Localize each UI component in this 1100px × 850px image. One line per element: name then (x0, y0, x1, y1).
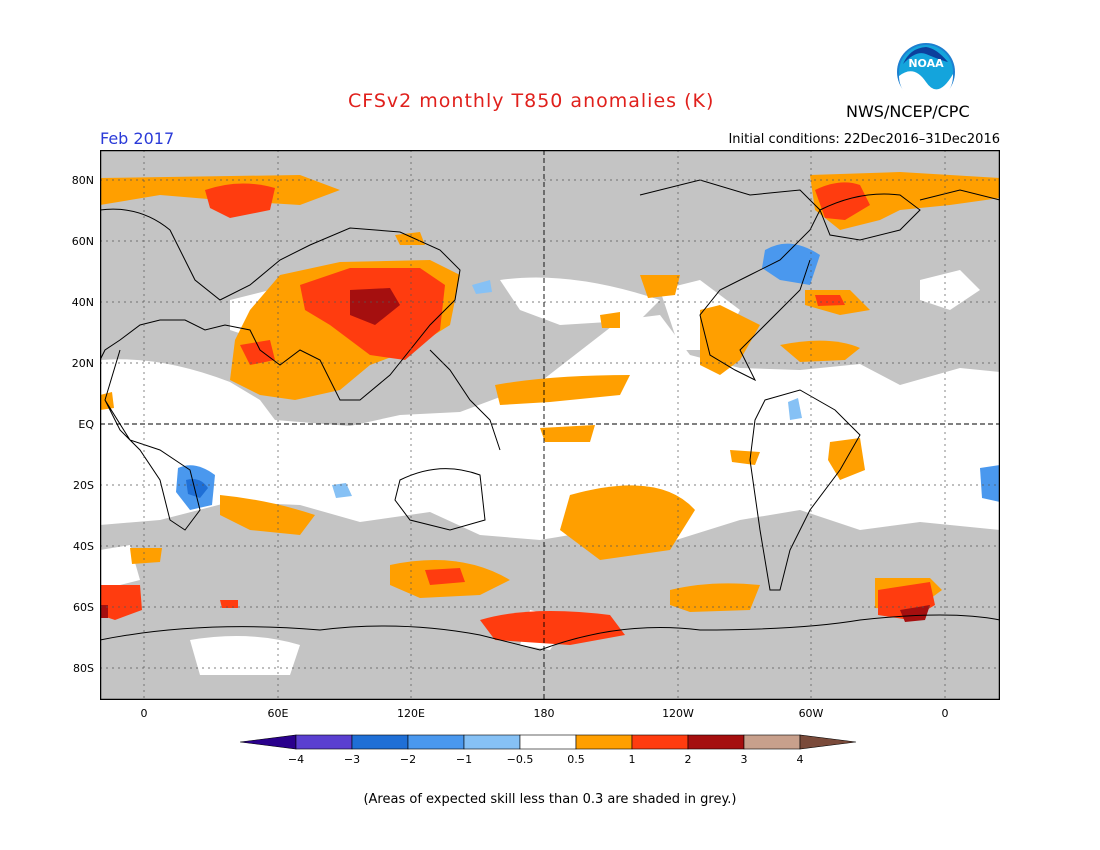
legend-swatch (295, 734, 353, 750)
skill-footnote: (Areas of expected skill less than 0.3 a… (363, 792, 737, 807)
legend-swatch (799, 734, 857, 750)
lon-label: 0 (140, 707, 148, 720)
legend-tick-label: 2 (685, 753, 692, 766)
svg-text:NOAA: NOAA (908, 57, 944, 70)
agency-label: NWS/NCEP/CPC (846, 102, 970, 121)
legend-swatch (631, 734, 689, 750)
legend-swatch (743, 734, 801, 750)
legend-swatch (407, 734, 465, 750)
lat-label: 40N (71, 296, 94, 309)
lat-label: 60N (71, 235, 94, 248)
legend-swatch (687, 734, 745, 750)
legend-tick-label: 4 (797, 753, 804, 766)
legend-tick-label: −4 (288, 753, 304, 766)
legend-swatch (351, 734, 409, 750)
legend-tick-label: −3 (344, 753, 360, 766)
legend-swatch (240, 734, 297, 750)
color-legend: −4 −3 −2 −1 −0.5 0.5 1 2 3 4 (240, 734, 857, 766)
lat-label: 20S (73, 479, 94, 492)
positive-anomalies-strong (100, 288, 930, 622)
initial-conditions: Initial conditions: 22Dec2016–31Dec2016 (728, 132, 1000, 147)
lat-label: 80N (71, 174, 94, 187)
legend-swatch (575, 734, 633, 750)
legend-tick-label: −1 (456, 753, 472, 766)
lat-label: 40S (73, 540, 94, 553)
lat-label: 80S (73, 662, 94, 675)
legend-swatch (519, 734, 577, 750)
legend-tick-label: 0.5 (567, 753, 585, 766)
lon-label: 120W (662, 707, 694, 720)
lon-label: 120E (397, 707, 425, 720)
lon-label: 180 (533, 707, 555, 720)
legend-tick-label: −0.5 (507, 753, 534, 766)
noaa-logo: NOAA (897, 43, 955, 102)
anomaly-map (100, 150, 1000, 700)
lat-label: 60S (73, 601, 94, 614)
reference-lines (100, 150, 1000, 700)
lon-label: 0 (941, 707, 949, 720)
map-frame (100, 150, 1000, 700)
lon-label: 60W (798, 707, 824, 720)
legend-tick-label: 3 (741, 753, 748, 766)
lon-label: 60E (267, 707, 289, 720)
lat-label: EQ (78, 418, 94, 431)
legend-swatch (463, 734, 521, 750)
lat-label: 20N (71, 357, 94, 370)
legend-tick-label: 1 (629, 753, 636, 766)
forecast-month: Feb 2017 (100, 129, 175, 148)
graticule (100, 150, 1000, 700)
map-title: CFSv2 monthly T850 anomalies (K) (348, 90, 715, 112)
legend-tick-label: −2 (400, 753, 416, 766)
